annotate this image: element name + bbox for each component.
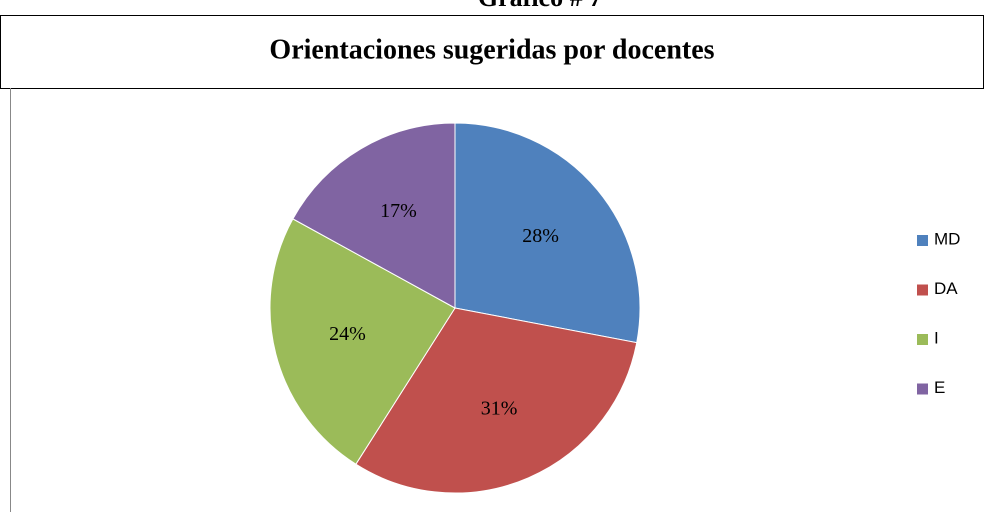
- legend-swatch: [917, 334, 928, 345]
- pie-slice: [454, 122, 641, 344]
- data-label: 17%: [380, 200, 417, 222]
- legend-swatch: [917, 235, 928, 246]
- data-label: 31%: [481, 397, 518, 419]
- pie-slice: [269, 218, 456, 465]
- legend-swatch: [917, 383, 928, 395]
- legend-label: MD: [934, 229, 960, 248]
- data-label: 28%: [522, 225, 559, 247]
- legend-swatch: [917, 284, 928, 296]
- pie-slice: [292, 122, 456, 309]
- legend-label: DA: [934, 279, 958, 298]
- caption: Gráfico # 7: [478, 0, 602, 12]
- legend-label: E: [934, 378, 945, 397]
- title-box: [0, 15, 984, 89]
- legend-label: I: [934, 328, 939, 347]
- chart-title: Orientaciones sugeridas por docentes: [269, 34, 714, 65]
- data-label: 24%: [329, 323, 366, 345]
